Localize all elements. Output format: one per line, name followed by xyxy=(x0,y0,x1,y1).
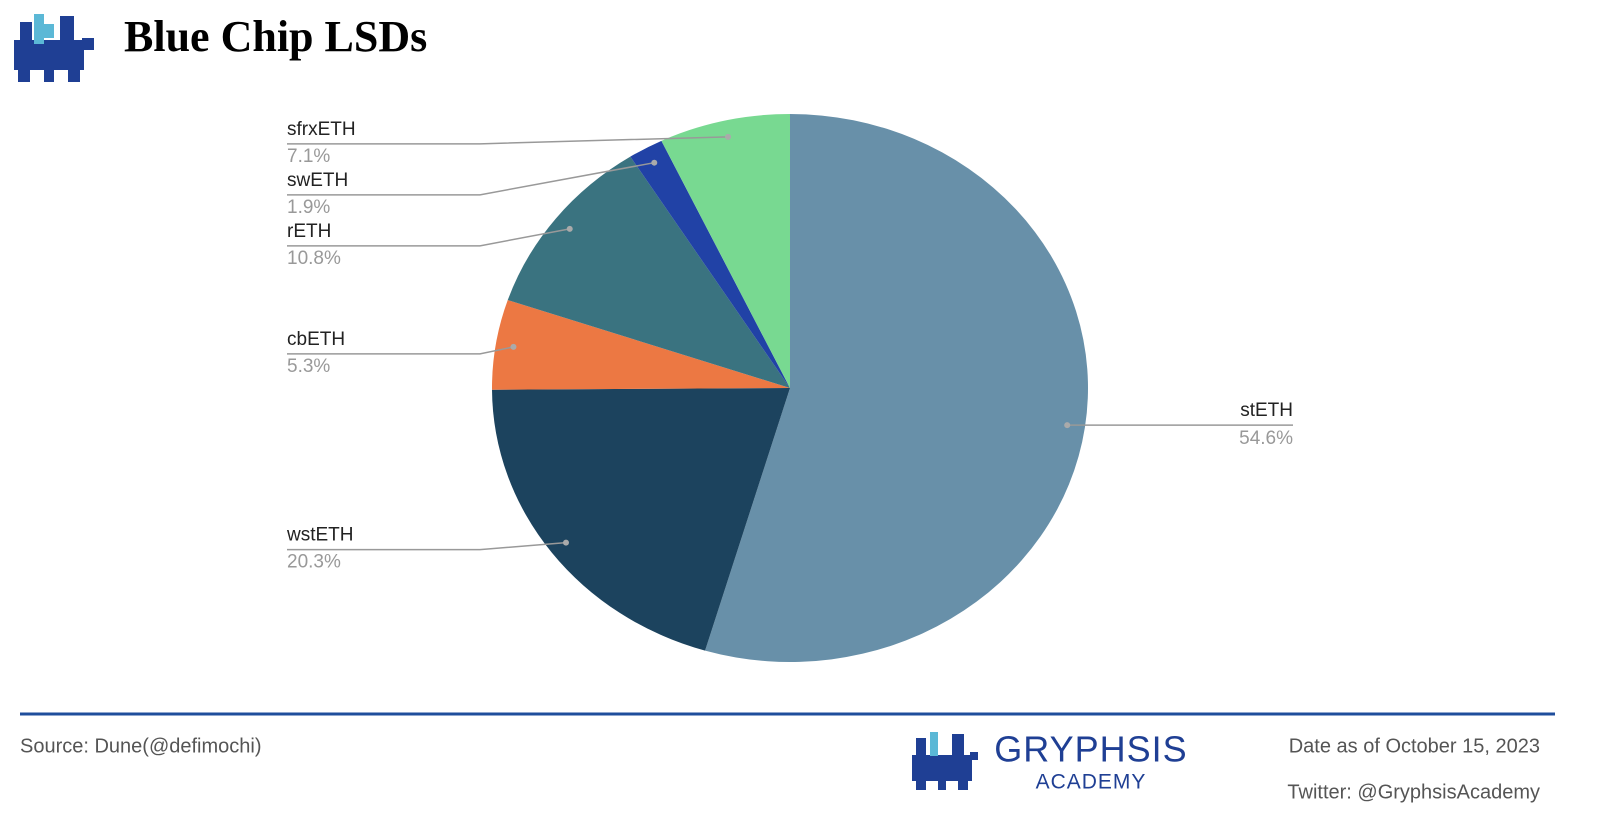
leader-dot xyxy=(566,225,573,232)
date: Date as of October 15, 2023 xyxy=(1289,735,1540,757)
leader-dot xyxy=(651,159,658,166)
slice-value-label: 20.3% xyxy=(287,552,341,573)
pie-slice xyxy=(492,300,790,390)
logo-icon xyxy=(14,14,94,82)
slice-value-label: 7.1% xyxy=(287,146,330,167)
leader-dot xyxy=(562,539,569,546)
leader-dot xyxy=(510,343,517,350)
chart-title: Blue Chip LSDs xyxy=(124,12,427,61)
leader-line xyxy=(287,136,729,145)
leader-line xyxy=(287,161,655,196)
pie-slice xyxy=(661,114,790,388)
pie-slice xyxy=(705,114,1089,662)
leader-line xyxy=(287,346,514,355)
slice-label: stETH xyxy=(1240,400,1293,421)
slice-value-label: 10.8% xyxy=(287,248,341,269)
slice-label: swETH xyxy=(287,170,348,191)
footer-logo-icon xyxy=(912,732,978,790)
slice-value-label: 54.6% xyxy=(1239,428,1293,449)
slice-label: cbETH xyxy=(287,329,345,350)
slice-label: rETH xyxy=(287,221,331,242)
slice-value-label: 1.9% xyxy=(287,197,330,218)
leader-line xyxy=(287,541,567,551)
brand-sub: ACADEMY xyxy=(1036,771,1147,794)
brand: GRYPHSIS xyxy=(994,729,1187,770)
slice-value-label: 5.3% xyxy=(287,356,330,377)
leader-dot xyxy=(1064,422,1071,429)
twitter: Twitter: @GryphsisAcademy xyxy=(1287,781,1540,803)
slice-label: wstETH xyxy=(286,525,354,546)
source: Source: Dune(@defimochi) xyxy=(20,735,262,757)
slice-label: sfrxETH xyxy=(287,119,356,140)
pie-slice xyxy=(507,156,790,388)
pie-slice xyxy=(492,388,790,651)
pie: stETH 54.6% wstETH 20.3% cbETH 5.3% rETH 10.8% s… xyxy=(286,114,1293,662)
pie-slice xyxy=(630,140,790,388)
leader-line xyxy=(287,228,570,247)
leader-dot xyxy=(725,133,732,140)
